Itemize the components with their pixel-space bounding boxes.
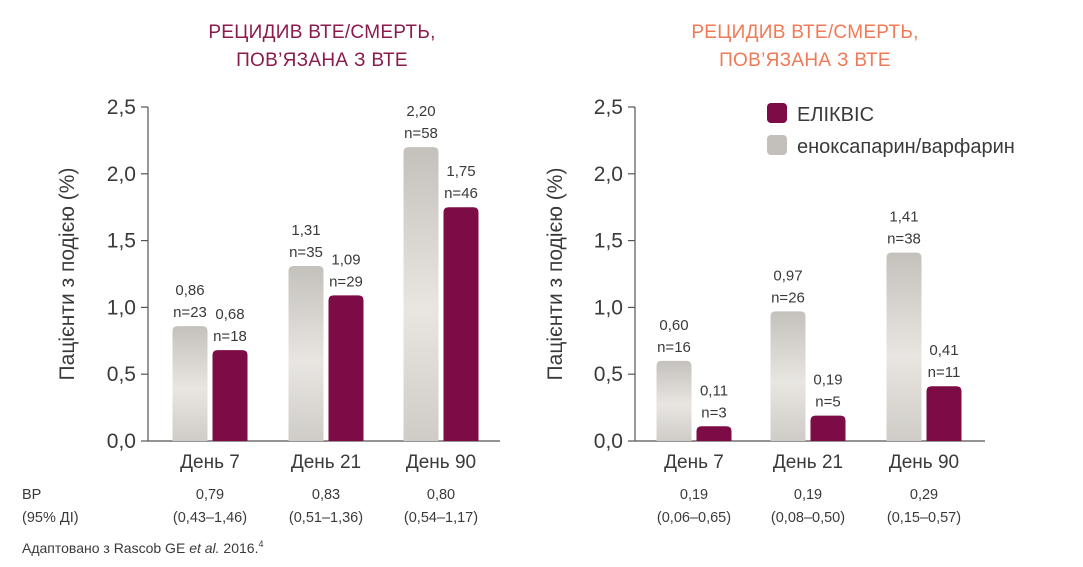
source-citation-part: 2016. <box>220 540 259 556</box>
y-tick-label: 2,5 <box>107 96 136 119</box>
hazard-ratio-value: 0,19 <box>794 487 822 503</box>
data-label-value: 0,97 <box>773 267 802 284</box>
source-citation-part: 4 <box>258 539 263 549</box>
chart-title-line: ПОВ’ЯЗАНА З ВТЕ <box>719 50 891 71</box>
hazard-ratio-value: 0,19 <box>680 487 708 503</box>
data-label-value: 1,41 <box>889 209 918 226</box>
y-tick-label: 2,5 <box>594 96 623 119</box>
hr-row-label: ВР <box>22 487 41 503</box>
y-tick-label: 0,5 <box>594 363 623 386</box>
hazard-ratio-value: 0,29 <box>910 487 938 503</box>
x-category-label: День 21 <box>291 452 361 473</box>
bar-eliquis <box>328 295 364 441</box>
legend-label-eliquis: ЕЛІКВІС <box>797 104 874 126</box>
bar-eliquis <box>212 350 248 441</box>
data-label-n: n=18 <box>213 328 247 345</box>
chart-panel-2: РЕЦИДИВ ВТЕ/СМЕРТЬ, ПОВ’ЯЗАНА З ВТЕ Пацієн… <box>544 22 1015 526</box>
bar-comparator <box>656 360 692 441</box>
bar-comparator <box>288 265 324 441</box>
data-label-n: n=5 <box>815 394 840 411</box>
confidence-interval-value: (0,06–0,65) <box>657 510 731 526</box>
data-label-value: 1,31 <box>291 222 320 239</box>
confidence-interval-value: (0,15–0,57) <box>887 510 961 526</box>
x-category-label: День 21 <box>773 452 843 473</box>
bar-comparator <box>770 311 806 441</box>
hazard-ratio-value: 0,79 <box>196 487 224 503</box>
data-label-value: 0,86 <box>175 282 204 299</box>
y-tick-label: 2,0 <box>594 163 623 186</box>
chart-title-line: РЕЦИДИВ ВТЕ/СМЕРТЬ, <box>691 22 918 43</box>
data-label-value: 0,41 <box>929 342 958 359</box>
x-category-label: День 90 <box>406 452 476 473</box>
x-category-label: День 7 <box>664 452 724 473</box>
y-axis-label: Пацієнти з подією (%) <box>544 168 567 381</box>
source-citation-part: Адаптовано з Rascob GE <box>22 540 189 556</box>
bar-eliquis <box>926 386 962 441</box>
y-tick-label: 0,5 <box>107 363 136 386</box>
charts-layer: РЕЦИДИВ ВТЕ/СМЕРТЬ, ПОВ’ЯЗАНА З ВТЕ Пацієн… <box>22 22 1015 556</box>
data-label-value: 0,19 <box>813 372 842 389</box>
data-label-n: n=29 <box>329 273 363 290</box>
bar-eliquis <box>810 415 846 441</box>
y-tick-label: 2,0 <box>107 163 136 186</box>
confidence-interval-value: (0,51–1,36) <box>289 510 363 526</box>
y-axis-label: Пацієнти з подією (%) <box>56 168 79 381</box>
data-label-value: 2,20 <box>406 103 435 120</box>
ci-row-label: (95% ДІ) <box>22 510 79 526</box>
chart-title-line: ПОВ’ЯЗАНА З ВТЕ <box>236 50 408 71</box>
x-category-label: День 90 <box>889 452 959 473</box>
confidence-interval-value: (0,43–1,46) <box>173 510 247 526</box>
data-label-n: n=46 <box>444 185 478 202</box>
data-label-n: n=38 <box>887 231 921 248</box>
source-citation-part: et al. <box>189 540 219 556</box>
data-label-value: 1,75 <box>446 163 475 180</box>
data-label-value: 0,11 <box>700 382 728 399</box>
legend: ЕЛІКВІС еноксапарин/варфарин <box>767 103 1015 158</box>
bar-eliquis <box>443 207 479 441</box>
y-tick-label: 0,0 <box>594 430 623 453</box>
confidence-interval-value: (0,54–1,17) <box>404 510 478 526</box>
legend-swatch-eliquis <box>767 103 787 123</box>
data-label-n: n=11 <box>928 364 961 381</box>
x-category-label: День 7 <box>180 452 240 473</box>
bar-comparator <box>403 147 439 441</box>
hazard-ratio-value: 0,80 <box>427 487 455 503</box>
bar-comparator <box>172 326 208 441</box>
data-label-value: 0,60 <box>659 317 688 334</box>
source-citation: Адаптовано з Rascob GE et al. 2016.4 <box>22 539 264 556</box>
data-label-n: n=26 <box>771 289 805 306</box>
data-label-n: n=16 <box>657 339 691 356</box>
confidence-interval-value: (0,08–0,50) <box>771 510 845 526</box>
legend-label-comparator: еноксапарин/варфарин <box>797 136 1015 158</box>
y-tick-label: 1,5 <box>107 230 136 253</box>
chart-title-line: РЕЦИДИВ ВТЕ/СМЕРТЬ, <box>208 22 435 43</box>
y-tick-label: 1,0 <box>107 296 136 319</box>
data-label-value: 0,68 <box>215 306 244 323</box>
y-tick-label: 1,5 <box>594 230 623 253</box>
bar-comparator <box>886 252 922 441</box>
chart-panel-1: РЕЦИДИВ ВТЕ/СМЕРТЬ, ПОВ’ЯЗАНА З ВТЕ Пацієн… <box>56 22 500 526</box>
hazard-ratio-value: 0,83 <box>312 487 340 503</box>
data-label-n: n=23 <box>173 304 207 321</box>
y-tick-label: 1,0 <box>594 296 623 319</box>
data-label-n: n=35 <box>289 244 323 261</box>
bar-eliquis <box>696 426 732 441</box>
data-label-n: n=58 <box>404 125 438 142</box>
data-label-value: 1,09 <box>331 251 360 268</box>
legend-swatch-comparator <box>767 135 787 155</box>
data-label-n: n=3 <box>701 404 726 421</box>
y-tick-label: 0,0 <box>107 430 136 453</box>
